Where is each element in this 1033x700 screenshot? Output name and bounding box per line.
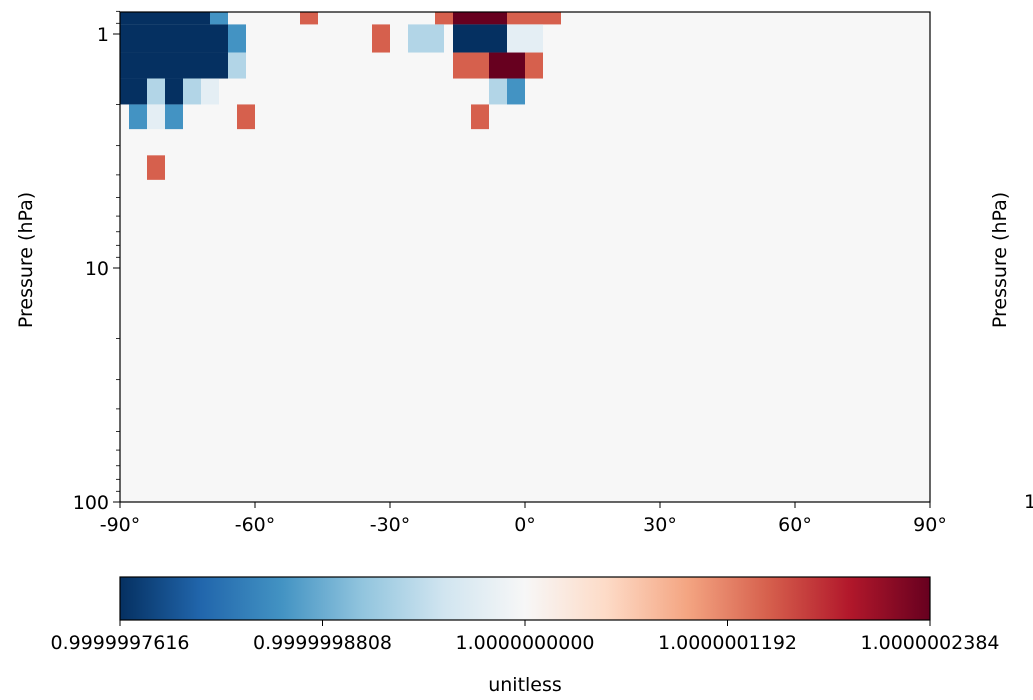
colorbar-label: unitless — [488, 674, 562, 696]
heatmap-cell — [120, 12, 210, 25]
heatmap-cell — [210, 12, 228, 25]
y-tick-label: 1 — [97, 24, 109, 46]
heatmap-cell — [453, 52, 489, 79]
heatmap-cell — [435, 12, 453, 25]
heatmap-cell — [408, 24, 444, 53]
heatmap-cell — [129, 104, 147, 130]
y-axis: 1 10 100 — [73, 10, 120, 514]
heatmap-cell — [507, 12, 561, 25]
colorbar-tick-label: 0.9999998808 — [253, 632, 392, 654]
x-tick-label: -30° — [370, 514, 411, 536]
heatmap-cell — [147, 155, 165, 180]
colorbar: 0.9999997616 0.9999998808 1.0000000000 1.00… — [50, 576, 1000, 696]
heatmap-cell — [228, 24, 246, 53]
x-axis: -90° -60° -30° 0° 30° 60° 90° — [100, 502, 947, 536]
heatmap-cell — [237, 104, 255, 130]
x-tick-label: 60° — [778, 514, 812, 536]
colorbar-tick-label: 0.9999997616 — [50, 632, 189, 654]
x-tick-label: -90° — [100, 514, 141, 536]
heatmap-cell — [471, 104, 489, 130]
heatmap-cell — [507, 78, 525, 105]
x-tick-label: -60° — [235, 514, 276, 536]
main-panel: Pressure (hPa) -90° -60° -30° 0° 30° 60° 90° 1… — [15, 10, 947, 536]
heatmap-cell — [120, 52, 228, 79]
x-tick-label: 30° — [643, 514, 677, 536]
heatmap-cell — [453, 12, 507, 25]
colorbar-tick-label: 1.0000000000 — [455, 632, 594, 654]
x-tick-label: 0° — [514, 514, 536, 536]
heatmap-cell — [165, 104, 183, 130]
heatmap-cell — [120, 24, 228, 53]
y-tick-label: 10 — [85, 258, 109, 280]
right-panel-fragment: Pressure (hPa) 1 — [989, 192, 1033, 513]
heatmap-cell — [489, 52, 525, 79]
heatmap-cell — [507, 24, 543, 53]
heatmap-cell — [228, 52, 246, 79]
heatmap-cell — [453, 24, 507, 53]
right-panel-tick-label: 1 — [1024, 491, 1033, 513]
heatmap-cell — [372, 24, 390, 53]
right-panel-y-axis-title: Pressure (hPa) — [989, 192, 1011, 328]
heatmap-cell — [147, 78, 165, 105]
heatmap-cell — [300, 12, 318, 25]
y-axis-title: Pressure (hPa) — [15, 192, 37, 328]
plot-area — [119, 11, 931, 503]
heatmap-cell — [201, 78, 219, 105]
y-tick-label: 100 — [73, 492, 109, 514]
colorbar-tick-label: 1.0000001192 — [658, 632, 797, 654]
colorbar-tick-label: 1.0000002384 — [860, 632, 999, 654]
heatmap-cell — [147, 104, 165, 130]
x-tick-label: 90° — [913, 514, 947, 536]
heatmap-cell — [525, 52, 543, 79]
colorbar-ticks: 0.9999997616 0.9999998808 1.0000000000 1.00… — [50, 620, 1000, 654]
heatmap-cell — [165, 78, 183, 105]
heatmap-cell — [183, 78, 201, 105]
colorbar-gradient — [119, 576, 931, 621]
heatmap-cell — [120, 78, 147, 105]
heatmap-cell — [489, 78, 507, 105]
